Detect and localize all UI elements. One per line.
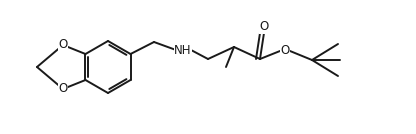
Text: NH: NH [174,44,192,57]
Text: O: O [58,83,68,96]
Text: O: O [259,21,269,34]
Text: O: O [58,38,68,51]
Text: O: O [280,44,290,57]
